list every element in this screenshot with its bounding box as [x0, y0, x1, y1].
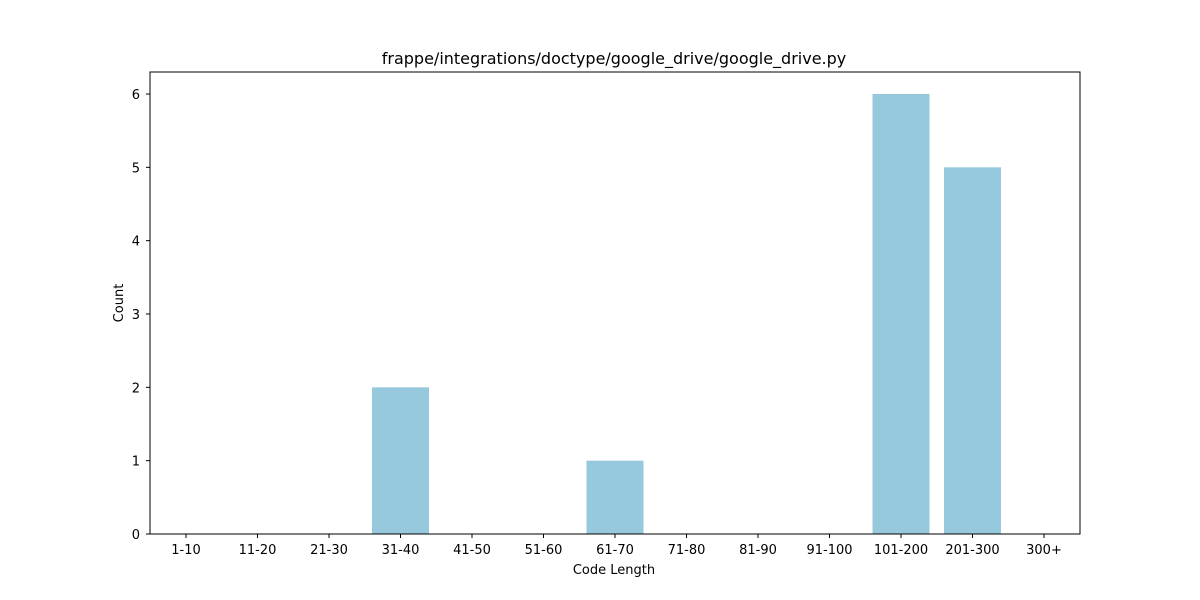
- x-axis-ticks: 1-10 11-20 21-30 31-40 41-50 51-60 61-70 71-80 8…: [171, 534, 1062, 558]
- y-axis-label: Count: [112, 284, 127, 323]
- bar-201-300: [944, 167, 1001, 535]
- y-tick-label: 5: [132, 161, 140, 176]
- bar-31-40: [372, 387, 429, 534]
- y-tick-label: 1: [132, 455, 140, 470]
- y-tick-label: 4: [132, 235, 140, 250]
- x-tick-label: 91-100: [806, 543, 852, 558]
- x-tick-label: 51-60: [525, 543, 563, 558]
- bars-group: [372, 94, 1001, 535]
- x-tick-label: 101-200: [874, 543, 928, 558]
- x-tick-label: 1-10: [171, 543, 201, 558]
- x-tick-label: 11-20: [239, 543, 277, 558]
- x-tick-label: 41-50: [453, 543, 491, 558]
- y-tick-label: 3: [132, 308, 140, 323]
- y-tick-label: 2: [132, 381, 140, 396]
- bar-101-200: [872, 94, 930, 534]
- x-tick-label: 61-70: [596, 543, 634, 558]
- x-tick-label: 201-300: [945, 543, 999, 558]
- x-tick-label: 300+: [1026, 543, 1062, 558]
- bar-61-70: [586, 460, 644, 534]
- y-tick-label: 0: [132, 528, 140, 543]
- x-tick-label: 71-80: [668, 543, 706, 558]
- x-tick-label: 21-30: [310, 543, 348, 558]
- x-tick-label: 81-90: [739, 543, 777, 558]
- y-tick-label: 6: [132, 88, 140, 103]
- chart-title: frappe/integrations/doctype/google_drive…: [382, 49, 847, 69]
- x-axis-label: Code Length: [573, 563, 655, 578]
- x-tick-label: 31-40: [382, 543, 420, 558]
- y-axis-ticks: 0 1 2 3 4 5 6: [132, 88, 150, 543]
